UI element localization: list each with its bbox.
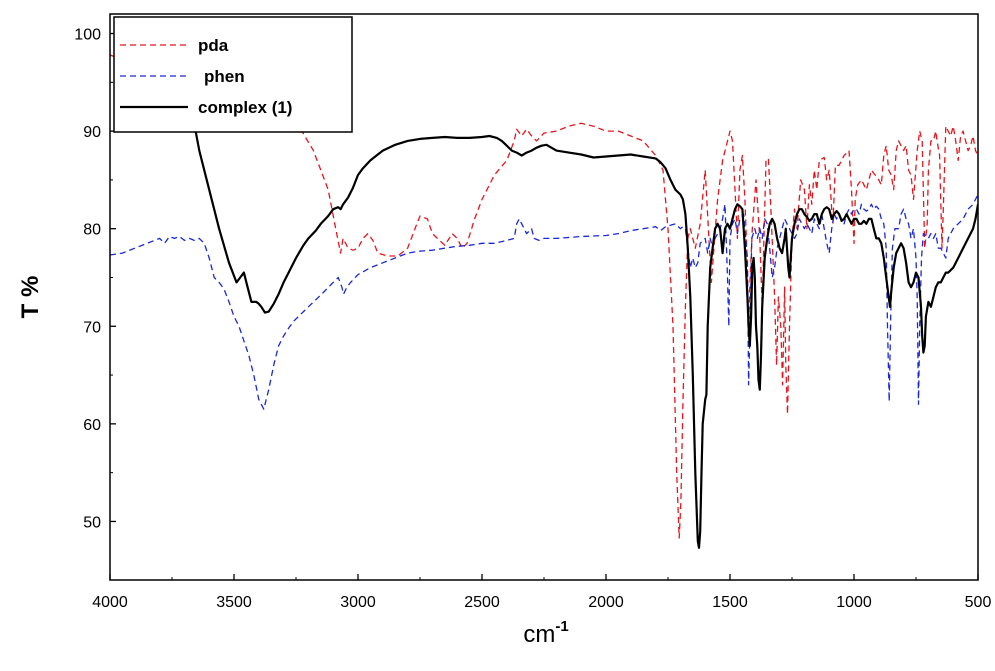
y-tick-label: 90 (83, 124, 101, 141)
plot-area-frame (109, 13, 979, 581)
y-tick-label: 60 (83, 417, 101, 434)
series-line-pda (110, 54, 978, 539)
x-tick-label: 1500 (712, 594, 748, 611)
x-axis-label-superscript: -1 (555, 618, 568, 635)
y-tick-label: 50 (83, 514, 101, 531)
y-axis-label: T % (17, 276, 44, 319)
legend-label: complex (1) (198, 98, 292, 117)
y-tick-label: 70 (83, 319, 101, 336)
x-tick-label: 1000 (836, 594, 872, 611)
y-tick-label: 100 (74, 27, 101, 44)
legend-box (113, 16, 353, 133)
legend-label: phen (204, 67, 245, 86)
x-tick-label: 2500 (464, 594, 500, 611)
x-tick-label: 3500 (216, 594, 252, 611)
x-axis-label-unit: cm (523, 621, 555, 648)
series-line-phen (110, 194, 978, 410)
ticks-layer: 4000 3500 3000 2500 2000 1500 1000 500 50 60 70 80 9… (74, 27, 991, 611)
x-tick-label: 4000 (92, 594, 128, 611)
legend-label: pda (198, 36, 229, 55)
x-tick-label: 2000 (588, 594, 624, 611)
y-tick-label: 80 (83, 222, 101, 239)
series-line-complex-1 (194, 130, 978, 549)
legend: pda phen complex (1) (113, 16, 353, 133)
x-axis-label: cm-1 (523, 618, 568, 648)
x-tick-label: 3000 (340, 594, 376, 611)
series-layer (110, 54, 978, 549)
x-tick-label: 500 (965, 594, 992, 611)
